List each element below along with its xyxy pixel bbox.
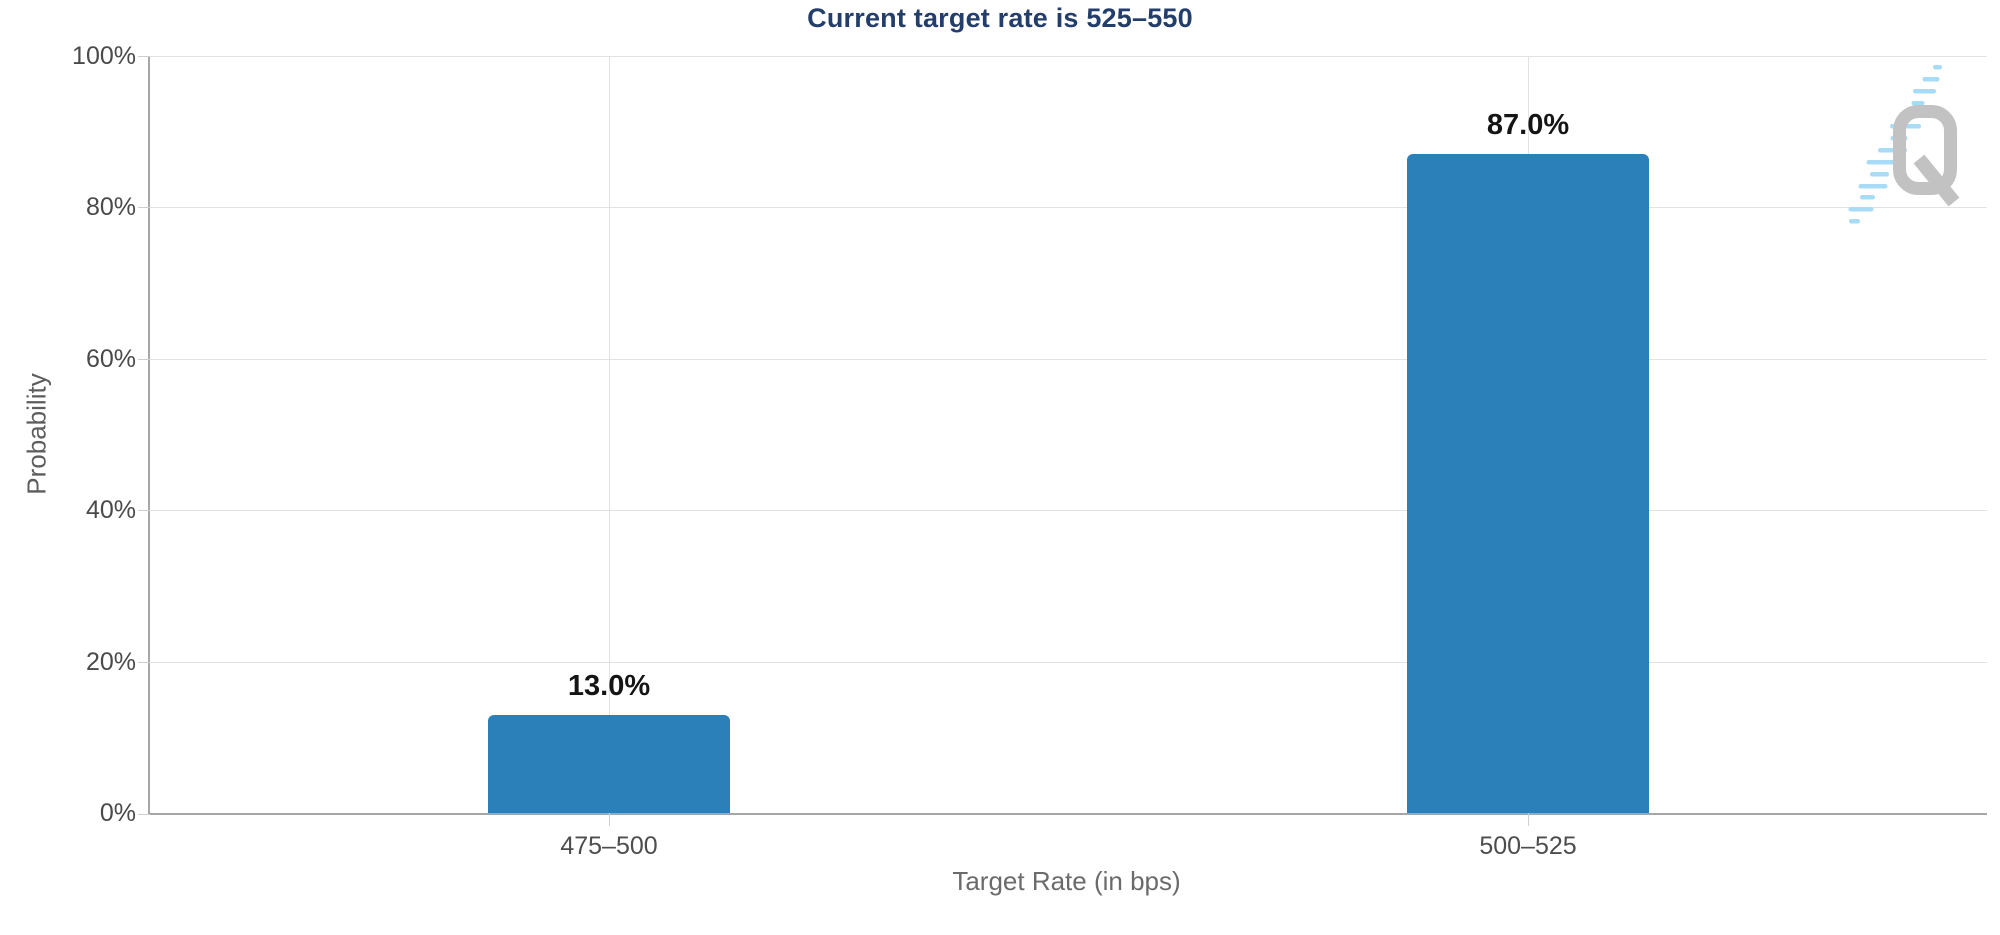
y-tick-label-1: 20%	[85, 648, 136, 676]
x-tick-mark-0	[609, 813, 610, 826]
bar-1	[1407, 154, 1649, 813]
y-tick-mark-1	[138, 662, 150, 663]
y-gridline-4	[150, 207, 1987, 208]
y-tick-mark-3	[138, 359, 150, 360]
y-tick-label-3: 60%	[85, 345, 136, 373]
y-tick-mark-0	[138, 814, 150, 815]
y-gridline-5	[150, 56, 1987, 57]
bar-value-label-0: 13.0%	[567, 670, 651, 702]
quikstrike-q-logo	[1848, 65, 1960, 224]
x-gridline-0	[609, 56, 610, 813]
y-tick-label-5: 100%	[72, 42, 136, 70]
y-axis-title: Probability	[21, 373, 52, 495]
x-tick-mark-1	[1528, 813, 1529, 826]
y-tick-label-2: 40%	[85, 496, 136, 524]
y-tick-label-4: 80%	[85, 193, 136, 221]
bar-value-label-1: 87.0%	[1486, 109, 1570, 141]
y-tick-mark-2	[138, 510, 150, 511]
x-tick-label-1: 500–525	[1479, 832, 1577, 860]
y-gridline-3	[150, 359, 1987, 360]
x-axis-title: Target Rate (in bps)	[952, 866, 1181, 896]
y-gridline-2	[150, 510, 1987, 511]
x-tick-label-0: 475–500	[560, 832, 658, 860]
y-tick-mark-5	[138, 56, 150, 57]
y-gridline-1	[150, 662, 1987, 663]
chart-title: Current target rate is 525–550	[807, 3, 1193, 33]
y-tick-mark-4	[138, 207, 150, 208]
plot-area: 0% 20% 40% 60% 80% 100% 13.0% 475–500 87.0% 500–5…	[72, 42, 1987, 860]
y-tick-label-0: 0%	[99, 799, 136, 827]
bar-0	[488, 715, 730, 813]
